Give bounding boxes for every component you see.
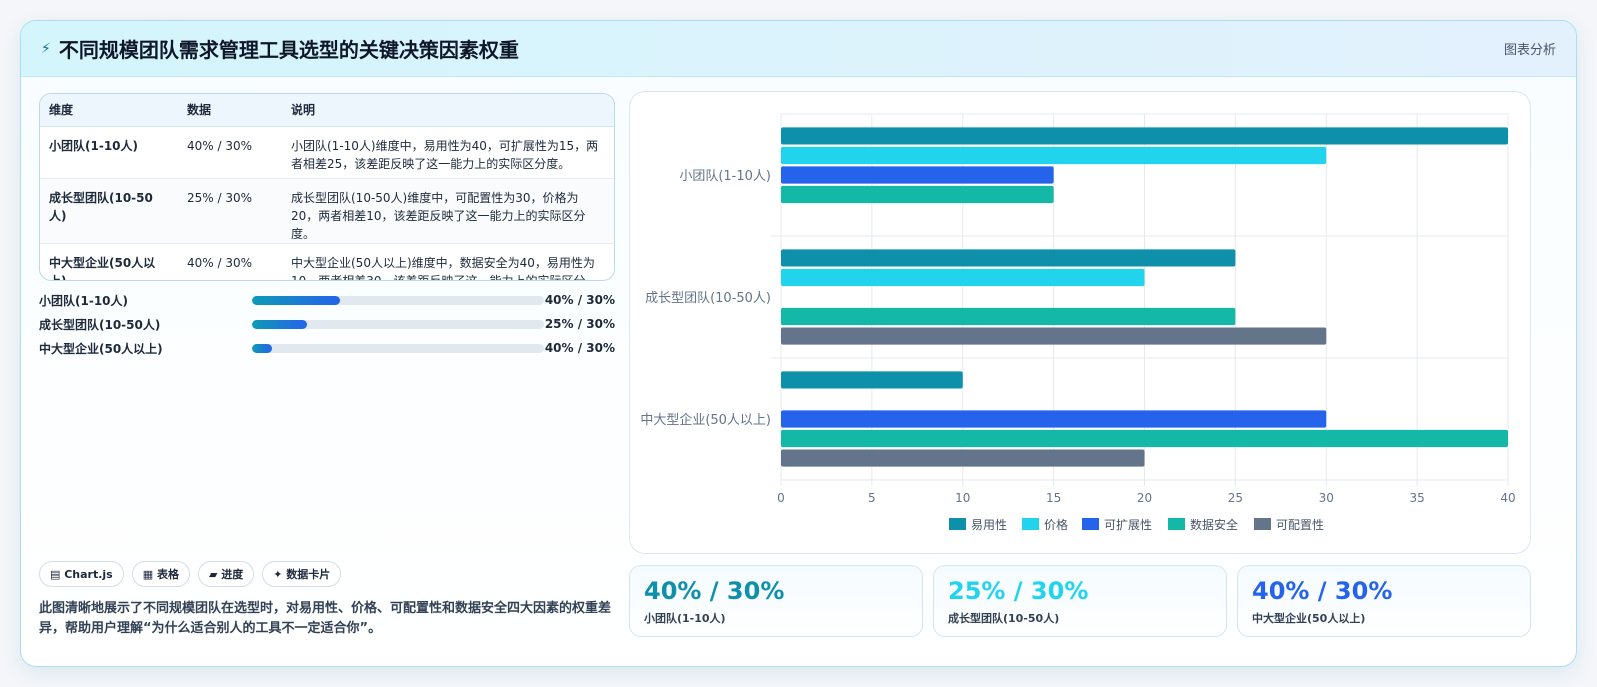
bar <box>781 268 1145 287</box>
progress-value: 25% / 30% <box>544 317 615 331</box>
bar <box>781 371 963 389</box>
y-tick-label: 小团队(1-10人) <box>679 169 771 184</box>
stat-card: 40% / 30% 中大型企业(50人以上) <box>1237 565 1531 637</box>
legend-swatch <box>1168 518 1185 530</box>
table-row: 中大型企业(50人以上) 40% / 30% 中大型企业(50人以上)维度中，数… <box>40 243 614 281</box>
progress-row: 中大型企业(50人以上) 40% / 30% <box>39 339 615 357</box>
data-table: 维度 数据 说明 小团队(1-10人) 40% / 30% 小团队(1-10人)… <box>39 93 615 281</box>
legend-label: 价格 <box>1044 517 1068 532</box>
progress-track <box>252 319 544 329</box>
stat-label: 小团队(1-10人) <box>644 612 726 625</box>
legend-label: 易用性 <box>971 518 1007 532</box>
bar-chart: 0 5 10 15 20 25 30 35 40 小团队(1-10人) 成长型团队(10-50人) 中… <box>640 113 1516 532</box>
bar <box>781 429 1508 448</box>
row-dimension: 小团队(1-10人) <box>40 126 178 179</box>
x-tick-label: 40 <box>1500 491 1515 505</box>
row-description: 小团队(1-10人)维度中，易用性为40，可扩展性为15，两者相差25，该差距反… <box>282 126 614 179</box>
chart-card: ⚡ 不同规模团队需求管理工具选型的关键决策因素权重 图表分析 维度 数据 说明 … <box>20 20 1577 667</box>
stat-card: 25% / 30% 成长型团队(10-50人) <box>933 565 1227 637</box>
x-tick-label: 0 <box>777 491 785 505</box>
stat-value: 40% / 30% <box>644 577 785 605</box>
progress-row: 成长型团队(10-50人) 25% / 30% <box>39 315 615 333</box>
x-tick-label: 15 <box>1046 491 1061 505</box>
stat-label: 中大型企业(50人以上) <box>1252 612 1366 625</box>
col-dimension: 维度 <box>40 94 178 127</box>
x-tick-label: 5 <box>868 491 876 505</box>
bar <box>781 410 1327 428</box>
legend-swatch <box>1082 518 1099 530</box>
legend-swatch <box>1022 518 1039 530</box>
row-description: 中大型企业(50人以上)维度中，数据安全为40，易用性为10，两者相差30，该差… <box>291 255 595 281</box>
progress-value: 40% / 30% <box>544 293 615 307</box>
stat-value: 40% / 30% <box>1252 577 1393 605</box>
card-header: ⚡ 不同规模团队需求管理工具选型的关键决策因素权重 图表分析 <box>21 21 1576 77</box>
progress-fill <box>252 319 308 329</box>
row-description: 成长型团队(10-50人)维度中，可配置性为30，价格为20，两者相差10，该差… <box>282 178 614 244</box>
y-tick-label: 中大型企业(50人以上) <box>640 412 771 428</box>
legend-label: 可扩展性 <box>1104 518 1152 532</box>
x-tick-label: 30 <box>1319 491 1334 505</box>
progress-label: 成长型团队(10-50人) <box>39 317 161 332</box>
legend-label: 数据安全 <box>1190 517 1238 532</box>
table-header-row: 维度 数据 说明 <box>40 94 614 127</box>
progress-value: 40% / 30% <box>544 341 615 355</box>
x-tick-label: 35 <box>1409 491 1424 505</box>
y-tick-label: 成长型团队(10-50人) <box>645 291 771 306</box>
legend-swatch <box>1254 518 1271 530</box>
col-data: 数据 <box>178 94 282 127</box>
chip-progress[interactable]: ▰ 进度 <box>197 561 255 587</box>
row-value: 40% / 30% <box>178 126 282 179</box>
bar <box>781 307 1236 326</box>
page-title: 不同规模团队需求管理工具选型的关键决策因素权重 <box>58 38 519 62</box>
row-value: 25% / 30% <box>178 178 282 244</box>
bar <box>781 146 1327 165</box>
stat-card: 40% / 30% 小团队(1-10人) <box>629 565 923 637</box>
bar <box>781 327 1327 345</box>
col-description: 说明 <box>282 94 614 127</box>
chart-analysis-tag[interactable]: 图表分析 <box>1503 43 1556 58</box>
row-value: 40% / 30% <box>187 255 253 270</box>
progress-fill <box>252 343 273 353</box>
bolt-icon: ⚡ <box>41 40 51 57</box>
progress-fill <box>252 295 340 305</box>
x-tick-label: 25 <box>1228 491 1243 505</box>
chart-description: 此图清晰地展示了不同规模团队在选型时，对易用性、价格、可配置性和数据安全四大因素… <box>39 601 612 636</box>
chart-panel: 0 5 10 15 20 25 30 35 40 小团队(1-10人) 成长型团队(10-50人) 中… <box>629 91 1531 554</box>
progress-label: 小团队(1-10人) <box>39 293 128 308</box>
legend-swatch <box>949 518 966 530</box>
x-tick-label: 20 <box>1137 491 1152 505</box>
bar <box>781 166 1054 184</box>
bar <box>781 185 1054 204</box>
table-row: 成长型团队(10-50人) 25% / 30% 成长型团队(10-50人)维度中… <box>40 178 614 244</box>
bar <box>781 449 1145 467</box>
feature-chips: ▤ Chart.js ▦ 表格 ▰ 进度 ✦ 数据卡片 <box>39 561 342 587</box>
stat-value: 25% / 30% <box>948 577 1089 605</box>
progress-label: 中大型企业(50人以上) <box>39 341 163 356</box>
table-row: 小团队(1-10人) 40% / 30% 小团队(1-10人)维度中，易用性为4… <box>40 126 614 179</box>
legend-label: 可配置性 <box>1276 518 1324 532</box>
progress-row: 小团队(1-10人) 40% / 30% <box>39 291 615 309</box>
chip-table[interactable]: ▦ 表格 <box>131 561 190 587</box>
progress-track <box>252 295 544 305</box>
bar <box>781 249 1236 267</box>
row-dimension: 成长型团队(10-50人) <box>40 178 178 244</box>
progress-track <box>252 343 544 353</box>
row-dimension: 中大型企业(50人以上) <box>49 255 156 281</box>
bar <box>781 127 1508 145</box>
x-tick-label: 10 <box>955 491 970 505</box>
chip-chartjs[interactable]: ▤ Chart.js <box>39 561 124 587</box>
chip-data-card[interactable]: ✦ 数据卡片 <box>262 561 342 587</box>
stat-label: 成长型团队(10-50人) <box>948 612 1060 625</box>
